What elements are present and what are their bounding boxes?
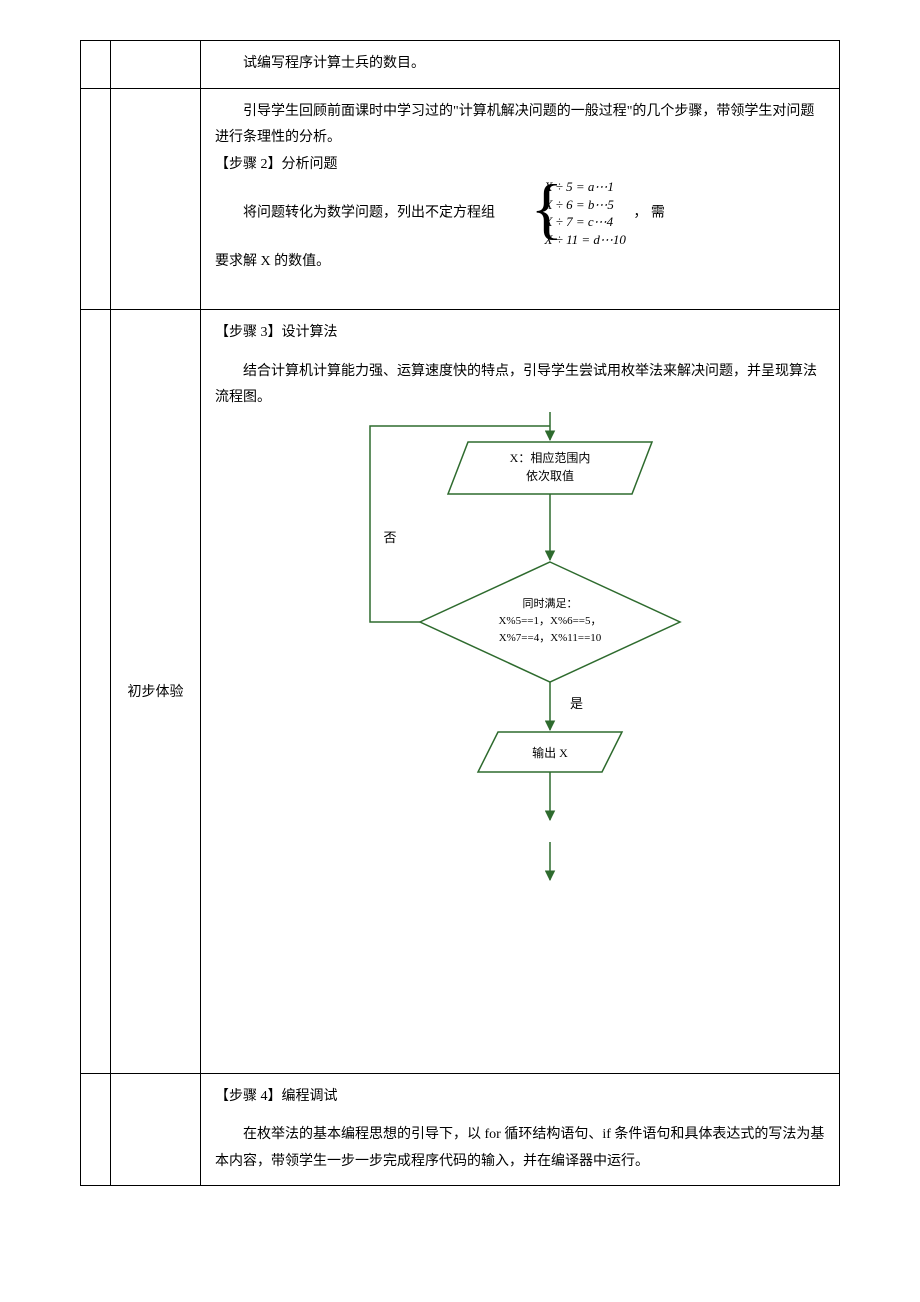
row-step3: 初步体验 【步骤 3】设计算法 结合计算机计算能力强、运算速度快的特点，引导学生… (81, 310, 839, 1073)
col-spacer (81, 89, 111, 310)
mid-label: 初步体验 (128, 681, 184, 701)
col-spacer (81, 41, 111, 88)
cell-step4: 【步骤 4】编程调试 在枚举法的基本编程思想的引导下，以 for 循环结构语句、… (201, 1074, 839, 1186)
row-step4: 【步骤 4】编程调试 在枚举法的基本编程思想的引导下，以 for 循环结构语句、… (81, 1074, 839, 1186)
spacer (215, 275, 825, 299)
cell-step2: 引导学生回顾前面课时中学习过的"计算机解决问题的一般过程"的几个步骤，带领学生对… (201, 89, 839, 310)
col-spacer (81, 310, 111, 1072)
col-label-experience: 初步体验 (111, 310, 201, 1072)
label-yes: 是 (570, 696, 583, 711)
dec-l2: X%5==1，X%6==5， (498, 615, 601, 627)
node1-l1: X：相应范围内 (510, 450, 591, 465)
step2-tail: 要求解 X 的数值。 (215, 249, 825, 276)
brace-icon: { (503, 174, 564, 242)
col-label-empty (111, 89, 201, 310)
step2-context: 引导学生回顾前面课时中学习过的"计算机解决问题的一般过程"的几个步骤，带领学生对… (215, 99, 825, 152)
step2-math-line: 将问题转化为数学问题，列出不定方程组 { X ÷ 5 = a⋯1 X ÷ 6 =… (215, 178, 825, 248)
label-no: 否 (383, 530, 396, 545)
lesson-table: 试编写程序计算士兵的数目。 引导学生回顾前面课时中学习过的"计算机解决问题的一般… (80, 40, 840, 1186)
cell-intro: 试编写程序计算士兵的数目。 (201, 41, 839, 88)
step3-text: 结合计算机计算能力强、运算速度快的特点，引导学生尝试用枚举法来解决问题，并呈现算… (215, 359, 825, 412)
step2-pre: 将问题转化为数学问题，列出不定方程组 (243, 206, 495, 221)
flowchart-svg: X：相应范围内 依次取值 同时满足： X%5==1，X%6==5， X%7==4… (215, 412, 825, 892)
spacer (215, 903, 825, 1063)
dec-l3: X%7==4，X%11==10 (499, 632, 602, 644)
step3-label: 【步骤 3】设计算法 (215, 320, 825, 347)
row-step2: 引导学生回顾前面课时中学习过的"计算机解决问题的一般过程"的几个步骤，带领学生对… (81, 89, 839, 311)
col-spacer (81, 1074, 111, 1186)
step4-label: 【步骤 4】编程调试 (215, 1084, 825, 1111)
step4-text: 在枚举法的基本编程思想的引导下，以 for 循环结构语句、if 条件语句和具体表… (215, 1122, 825, 1175)
equation-group: { X ÷ 5 = a⋯1 X ÷ 6 = b⋯5 X ÷ 7 = c⋯4 X … (503, 178, 626, 248)
step2-post: ， 需 (633, 206, 665, 221)
dec-l1: 同时满足： (523, 597, 578, 610)
col-label-empty (111, 41, 201, 88)
row-intro: 试编写程序计算士兵的数目。 (81, 41, 839, 89)
node1-l2: 依次取值 (526, 468, 574, 483)
node3-text: 输出 X (532, 745, 568, 760)
flow-node-input (448, 442, 652, 494)
col-label-empty (111, 1074, 201, 1186)
intro-text: 试编写程序计算士兵的数目。 (215, 51, 825, 78)
cell-step3: 【步骤 3】设计算法 结合计算机计算能力强、运算速度快的特点，引导学生尝试用枚举… (201, 310, 839, 1072)
